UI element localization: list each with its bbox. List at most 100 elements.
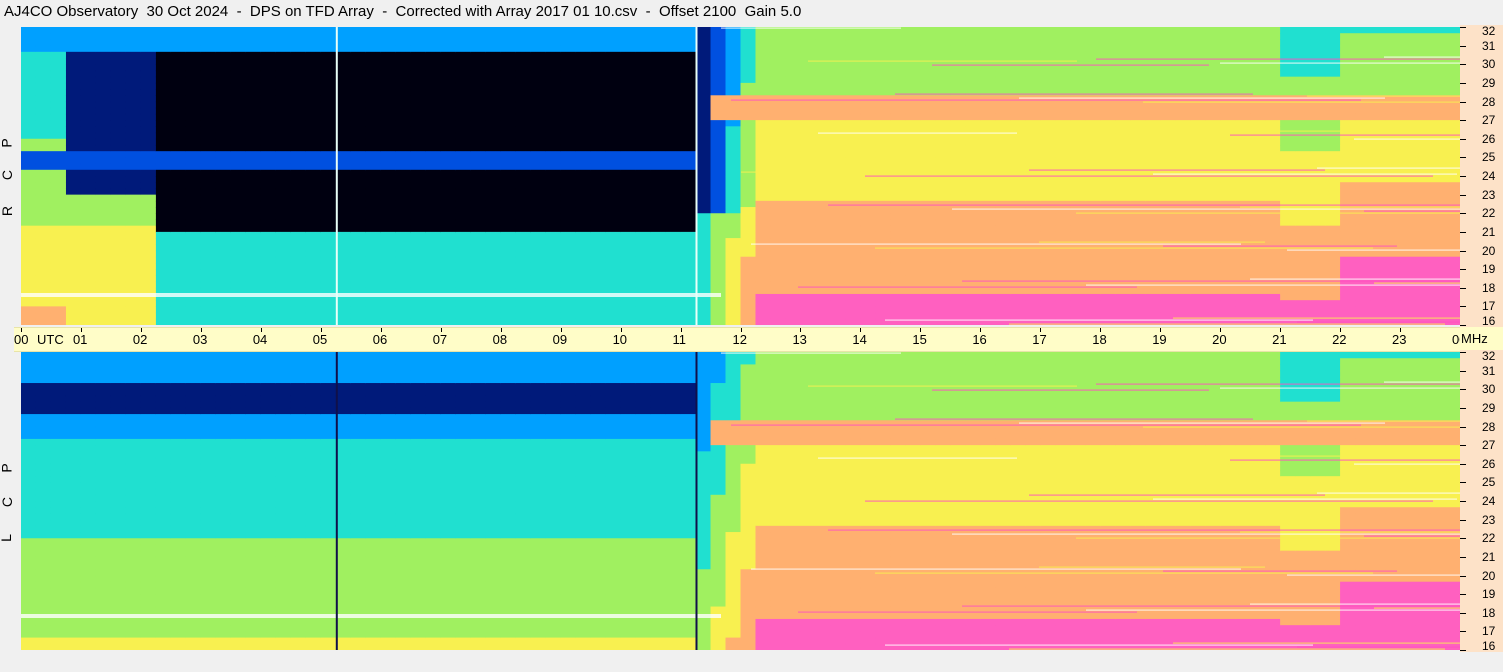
spectrogram-cell [1400, 120, 1416, 127]
spectrogram-cell [560, 45, 577, 53]
spectrogram-cell [560, 70, 577, 78]
spectrogram-cell [935, 275, 951, 283]
spectrogram-cell [1235, 293, 1251, 301]
spectrogram-cell [920, 231, 936, 239]
spectrogram-cell [905, 89, 921, 96]
spectrogram-cell [920, 163, 936, 171]
spectrogram-cell [95, 169, 112, 177]
spectrogram-cell [1355, 76, 1371, 84]
spectrogram-cell [125, 287, 142, 295]
spectrogram-cell [1070, 51, 1086, 59]
spectrogram-cell [1145, 269, 1161, 276]
spectrogram-cell [50, 151, 67, 158]
spectrogram-cell [470, 76, 487, 84]
spectrogram-cell [830, 213, 847, 221]
spectrogram-cell [425, 250, 442, 258]
spectrogram-cell [740, 51, 757, 59]
spectrogram-cell [1145, 293, 1161, 301]
spectrogram-cell [35, 281, 52, 289]
spectrogram-cell [21, 389, 37, 397]
spectrogram-cell [410, 58, 427, 65]
spectrogram-cell [1145, 225, 1161, 233]
spectrogram-cell [1190, 45, 1206, 53]
spectrogram-cell [65, 194, 82, 202]
spectrogram-cell [995, 132, 1011, 140]
spectrogram-cell [305, 45, 322, 53]
spectrogram-cell [1085, 200, 1101, 208]
spectrogram-cell [185, 318, 202, 325]
spectrogram-cell [605, 76, 622, 84]
spectrogram-cell [1040, 250, 1056, 258]
spectrogram-cell [200, 231, 217, 239]
spectrogram-cell [440, 182, 457, 190]
spectrogram-cell [950, 300, 966, 307]
spectrogram-cell [665, 293, 682, 301]
spectrogram-cell [245, 58, 262, 65]
spectrogram-cell [1280, 151, 1296, 158]
spectrogram-cell [50, 618, 67, 626]
spectrogram-cell [665, 300, 682, 307]
spectrogram-cell [230, 200, 247, 208]
spectrogram-cell [1025, 101, 1041, 109]
spectrogram-cell [1160, 138, 1176, 146]
spectrogram-cell [50, 306, 67, 314]
spectrogram-cell [1355, 144, 1371, 152]
spectrogram-cell [425, 300, 442, 307]
spectrogram-cell [110, 300, 127, 307]
spectrogram-cell [800, 169, 817, 177]
spectrogram-cell [1265, 151, 1281, 158]
spectrogram-cell [1415, 157, 1431, 165]
spectrogram-cell [230, 132, 247, 140]
spectrogram-cell [515, 188, 532, 196]
spectrogram-cell [1115, 107, 1131, 115]
spectrogram-cell [1070, 293, 1086, 301]
spectrogram-cell [905, 269, 921, 276]
spectrogram-cell [890, 194, 906, 202]
spectrogram-cell [1220, 213, 1236, 221]
spectrogram-cell [1115, 200, 1131, 208]
spectrogram-cell [1430, 306, 1446, 314]
spectrogram-cell [1040, 231, 1056, 239]
spectrogram-cell [1280, 182, 1296, 190]
spectrogram-cell [170, 231, 187, 239]
spectrogram-cell [425, 132, 442, 140]
spectrogram-cell [1205, 231, 1221, 239]
spectrogram-cell [350, 194, 367, 202]
spectrogram-cell [1010, 126, 1026, 134]
spectrogram-cell [320, 144, 337, 152]
spectrogram-cell [65, 414, 82, 421]
spectrogram-cell [50, 157, 67, 165]
spectrogram-cell [305, 51, 322, 59]
spectrogram-cell [380, 89, 397, 96]
spectrogram-cell [80, 513, 97, 521]
spectrogram-cell [680, 82, 697, 90]
spectrogram-cell [950, 269, 966, 276]
spectrogram-cell [65, 563, 82, 570]
spectrogram-cell [470, 39, 487, 47]
spectrogram-cell [1130, 275, 1146, 283]
spectrogram-cell [50, 144, 67, 152]
spectrogram-cell [335, 64, 352, 72]
spectrogram-cell [35, 107, 52, 115]
spectrogram-cell [785, 89, 802, 96]
spectrogram-cell [560, 101, 577, 109]
spectrogram-cell [470, 287, 487, 295]
spectrogram-cell [260, 70, 277, 78]
spectrogram-cell [1040, 144, 1056, 152]
spectrogram-cell [275, 107, 292, 115]
spectrogram-cell [395, 213, 412, 221]
spectrogram-cell [200, 182, 217, 190]
spectrogram-cell [575, 151, 592, 158]
spectrogram-cell [80, 132, 97, 140]
spectrogram-cell [1445, 250, 1460, 258]
spectrogram-cell [155, 231, 172, 239]
spectrogram-cell [1235, 138, 1251, 146]
spectrogram-cell [1040, 132, 1056, 140]
spectrogram-cell [1010, 269, 1026, 276]
spectrogram-cell [1085, 132, 1101, 140]
spectrogram-cell [230, 120, 247, 127]
spectrogram-cell [440, 281, 457, 289]
spectrogram-cell [770, 188, 787, 196]
spectrogram-cell [590, 176, 607, 183]
spectrogram-cell [545, 101, 562, 109]
